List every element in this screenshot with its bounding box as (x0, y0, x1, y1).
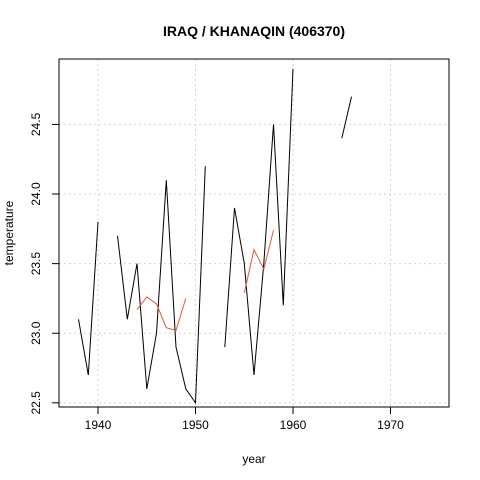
series-2-line (136, 296, 187, 332)
y-tick-label: 22.5 (29, 391, 43, 415)
y-tick-label: 24.5 (29, 112, 43, 136)
x-axis: 1940 1950 1960 1970 (85, 407, 404, 432)
x-tick-label: 1960 (280, 418, 307, 432)
y-axis-label: temperature (2, 200, 16, 265)
chart-title: IRAQ / KHANAQIN (406370) (163, 23, 345, 39)
x-tick-label: 1970 (377, 418, 404, 432)
grid-layer (59, 59, 449, 407)
x-axis-label: year (242, 452, 265, 466)
series-1-line (78, 221, 99, 376)
y-tick-label: 23.0 (29, 321, 43, 345)
y-tick-label: 23.5 (29, 252, 43, 276)
series-1-line (224, 68, 294, 376)
series-2-line (243, 230, 274, 294)
series-1-line (117, 166, 206, 405)
y-tick-label: 24.0 (29, 182, 43, 206)
x-tick-label: 1940 (85, 418, 112, 432)
y-axis: 22.5 23.0 23.5 24.0 24.5 (29, 112, 59, 415)
plot-frame (58, 58, 450, 408)
series-layer (78, 68, 352, 405)
series-1-line (341, 96, 352, 139)
x-tick-label: 1950 (182, 418, 209, 432)
